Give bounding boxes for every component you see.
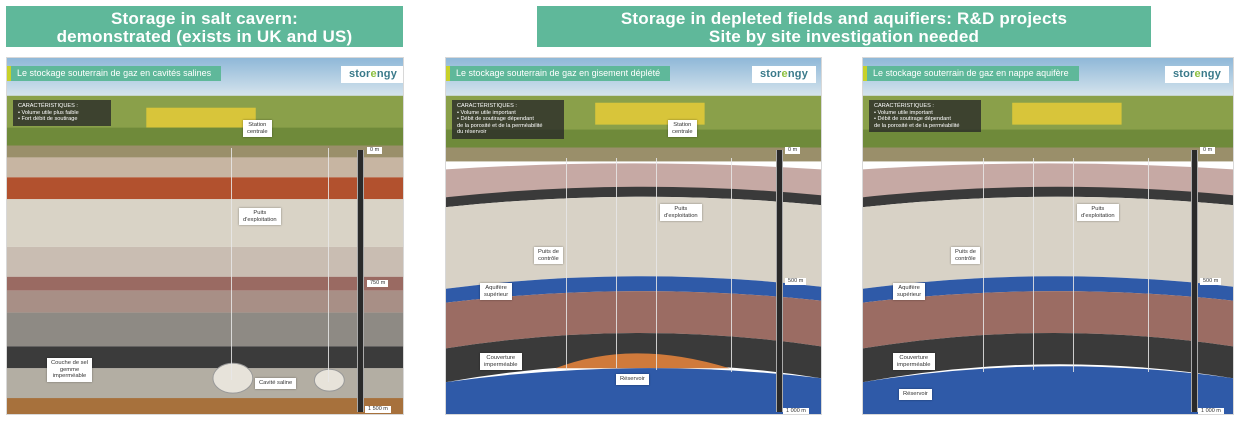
depleted-field-diagram: Le stockage souterrain de gaz en gisemen… (445, 57, 822, 415)
depth-scale (776, 150, 783, 412)
depth-top: 0 m (785, 147, 801, 154)
salt-panel-title: Le stockage souterrain de gaz en cavités… (7, 66, 222, 81)
depleted-fields-banner: Storage in depleted fields and aquifiers… (537, 6, 1151, 47)
depth-scale (1191, 150, 1198, 412)
well-line (566, 158, 567, 370)
cap-label: Couverture imperméable (893, 353, 935, 370)
cap-label: Couverture imperméable (480, 353, 522, 370)
control-label: Puits de contrôle (534, 247, 563, 264)
well-line (1148, 158, 1149, 372)
depleted-fields-banner-text: Storage in depleted fields and aquifiers… (620, 9, 1068, 46)
depth-bottom: 1 500 m (365, 406, 391, 413)
reservoir-label: Réservoir (899, 389, 932, 400)
well-line (1073, 158, 1074, 372)
well-line (616, 158, 617, 368)
wells-label: Puits d'exploitation (239, 208, 281, 225)
aquifer-diagram: Le stockage souterrain de gaz en nappe a… (862, 57, 1234, 415)
depth-mid: 500 m (1200, 278, 1222, 285)
aquifer-label: Aquifère supérieur (893, 283, 926, 300)
reservoir-label: Cavité saline (255, 378, 297, 389)
wells-label: Puits d'exploitation (660, 204, 702, 221)
storengy-logo: storengy (1165, 66, 1229, 83)
depth-scale (357, 150, 364, 412)
well-line (983, 158, 984, 372)
cap-label: Couche de sel gemme imperméable (47, 358, 93, 382)
control-label: Puits de contrôle (951, 247, 980, 264)
well-line (231, 148, 232, 380)
salt-cavern-banner-text: Storage in salt cavern: demonstrated (ex… (56, 9, 353, 46)
aquifer-cross-section (863, 58, 1233, 414)
depth-mid: 500 m (785, 278, 807, 285)
station-label: Station centrale (668, 120, 697, 137)
salt-cavern-cross-section (7, 58, 403, 414)
depth-bottom: 1 000 m (1198, 408, 1224, 414)
depth-top: 0 m (1200, 147, 1216, 154)
wells-label: Puits d'exploitation (1077, 204, 1119, 221)
depth-top: 0 m (367, 147, 383, 154)
depth-mid: 750 m (367, 280, 389, 287)
reservoir-label: Réservoir (616, 374, 649, 385)
storengy-logo: storengy (341, 66, 403, 83)
aquifer-characteristics: CARACTÉRISTIQUES : • Volume utile import… (869, 100, 981, 132)
depleted-characteristics: CARACTÉRISTIQUES : • Volume utile import… (452, 100, 564, 139)
aquifer-panel-title: Le stockage souterrain de gaz en nappe a… (863, 66, 1079, 81)
well-line (328, 148, 329, 382)
well-line (1033, 158, 1034, 370)
station-label: Station centrale (243, 120, 272, 137)
salt-cavern-banner: Storage in salt cavern: demonstrated (ex… (6, 6, 403, 47)
storengy-logo: storengy (752, 66, 816, 83)
salt-cavern-diagram: Le stockage souterrain de gaz en cavités… (6, 57, 404, 415)
depleted-panel-title: Le stockage souterrain de gaz en gisemen… (446, 66, 671, 81)
depth-bottom: 1 000 m (783, 408, 809, 414)
salt-characteristics: CARACTÉRISTIQUES : • Volume utile plus f… (13, 100, 111, 126)
well-line (731, 158, 732, 372)
aquifer-label: Aquifère supérieur (480, 283, 513, 300)
well-line (656, 158, 657, 370)
